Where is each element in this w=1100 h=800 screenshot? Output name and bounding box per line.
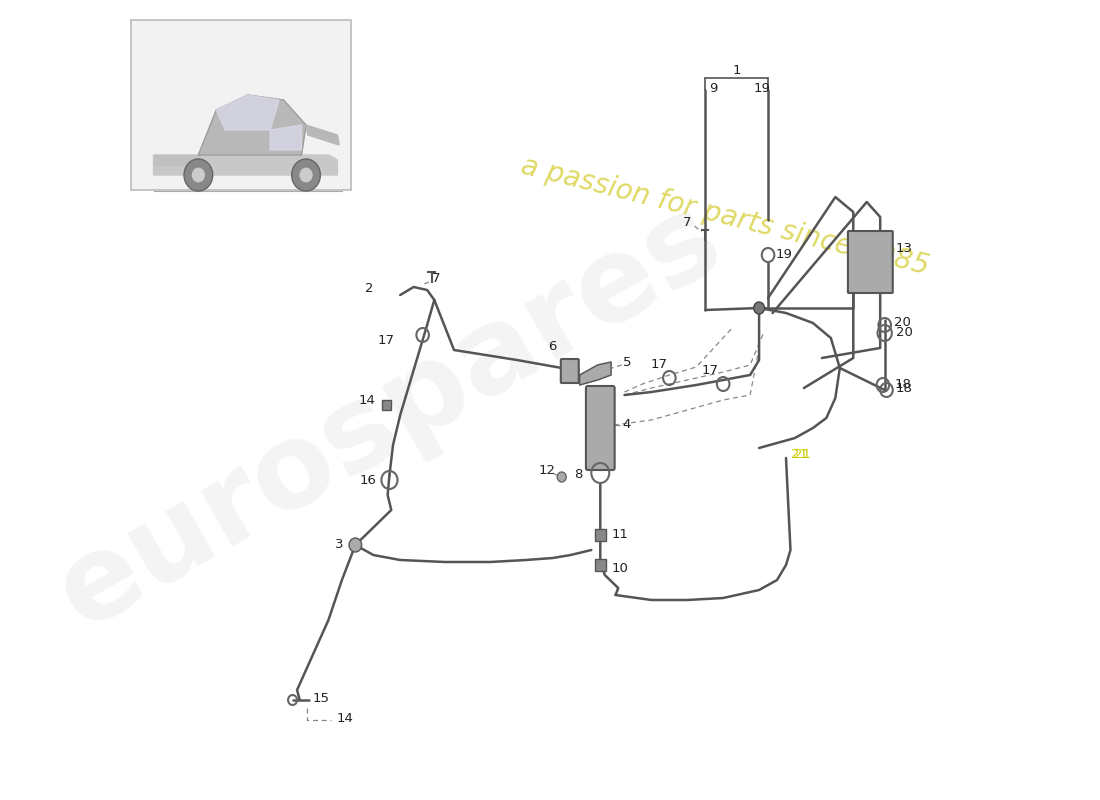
Circle shape [349, 538, 362, 552]
Polygon shape [217, 95, 279, 130]
Polygon shape [306, 125, 339, 145]
Polygon shape [580, 362, 612, 385]
Text: 18: 18 [894, 378, 911, 391]
Text: a passion for parts since 1985: a passion for parts since 1985 [518, 152, 932, 280]
Polygon shape [154, 155, 338, 175]
Text: 17: 17 [650, 358, 667, 371]
Text: 12: 12 [539, 463, 556, 477]
Text: 20: 20 [894, 315, 911, 329]
Text: 15: 15 [312, 691, 330, 705]
Text: 9: 9 [710, 82, 717, 94]
Circle shape [184, 159, 212, 191]
Text: 21: 21 [791, 449, 808, 462]
Circle shape [292, 159, 320, 191]
Text: 2: 2 [364, 282, 373, 294]
Text: 7: 7 [683, 215, 692, 229]
Text: 20: 20 [896, 326, 913, 339]
Bar [131, 20, 351, 190]
Polygon shape [271, 125, 301, 150]
Circle shape [558, 472, 566, 482]
Text: 3: 3 [336, 538, 343, 551]
Bar [383, 400, 392, 410]
Circle shape [191, 167, 206, 183]
Text: 19: 19 [754, 82, 770, 94]
Text: 17: 17 [377, 334, 395, 346]
Bar [595, 529, 606, 541]
Text: 19: 19 [776, 249, 793, 262]
Polygon shape [154, 155, 198, 165]
Text: 10: 10 [612, 562, 628, 574]
Text: 6: 6 [549, 341, 557, 354]
FancyBboxPatch shape [848, 231, 893, 293]
Text: 4: 4 [623, 418, 630, 431]
Text: 16: 16 [360, 474, 376, 486]
Text: 11: 11 [612, 529, 628, 542]
Text: eurospares: eurospares [37, 180, 741, 652]
Polygon shape [198, 95, 306, 155]
Text: 8: 8 [574, 469, 582, 482]
Text: 17: 17 [701, 365, 718, 378]
Text: 21: 21 [793, 449, 811, 462]
Text: 5: 5 [623, 355, 631, 369]
Text: 7: 7 [432, 271, 440, 285]
FancyBboxPatch shape [561, 359, 579, 383]
Circle shape [299, 167, 314, 183]
Text: 13: 13 [895, 242, 913, 254]
Bar [595, 559, 606, 571]
Text: 14: 14 [337, 711, 353, 725]
FancyBboxPatch shape [586, 386, 615, 470]
Text: 14: 14 [359, 394, 375, 406]
Text: 1: 1 [733, 63, 741, 77]
Text: 18: 18 [896, 382, 913, 394]
Circle shape [754, 302, 764, 314]
